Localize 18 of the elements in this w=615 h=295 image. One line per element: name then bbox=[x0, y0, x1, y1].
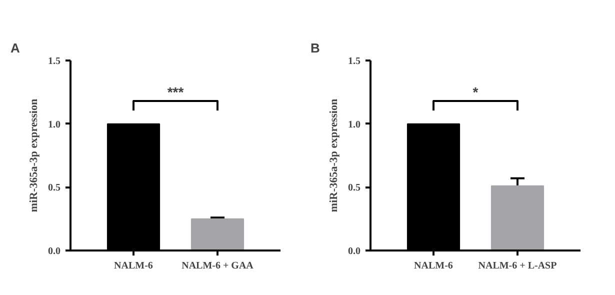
y-tick-label: 0.5 bbox=[48, 182, 60, 194]
y-tick-label: 1.5 bbox=[48, 56, 60, 67]
annotation: *** bbox=[167, 84, 184, 100]
x-tick-label: NALM-6 bbox=[114, 260, 153, 272]
x-tick-label: NALM-6 + GAA bbox=[182, 260, 254, 272]
annotation: * bbox=[472, 84, 479, 100]
y-tick-label: 1.5 bbox=[348, 56, 360, 67]
y-tick-label: 1.0 bbox=[48, 119, 60, 130]
y-tick-label: 0.5 bbox=[348, 182, 360, 194]
y-axis-title: miR-365a-3p expression bbox=[28, 98, 40, 212]
x-tick-label: NALM-6 + L-ASP bbox=[478, 260, 557, 272]
y-tick-label: 0.0 bbox=[348, 246, 360, 257]
chart-title: A bbox=[10, 40, 20, 56]
chart-title: B bbox=[310, 40, 320, 56]
y-tick-label: 1.0 bbox=[348, 119, 360, 130]
y-axis-title: miR-365a-3p expression bbox=[328, 98, 340, 212]
y-tick-label: 0.0 bbox=[48, 246, 60, 257]
x-tick-label: NALM-6 bbox=[414, 260, 453, 272]
